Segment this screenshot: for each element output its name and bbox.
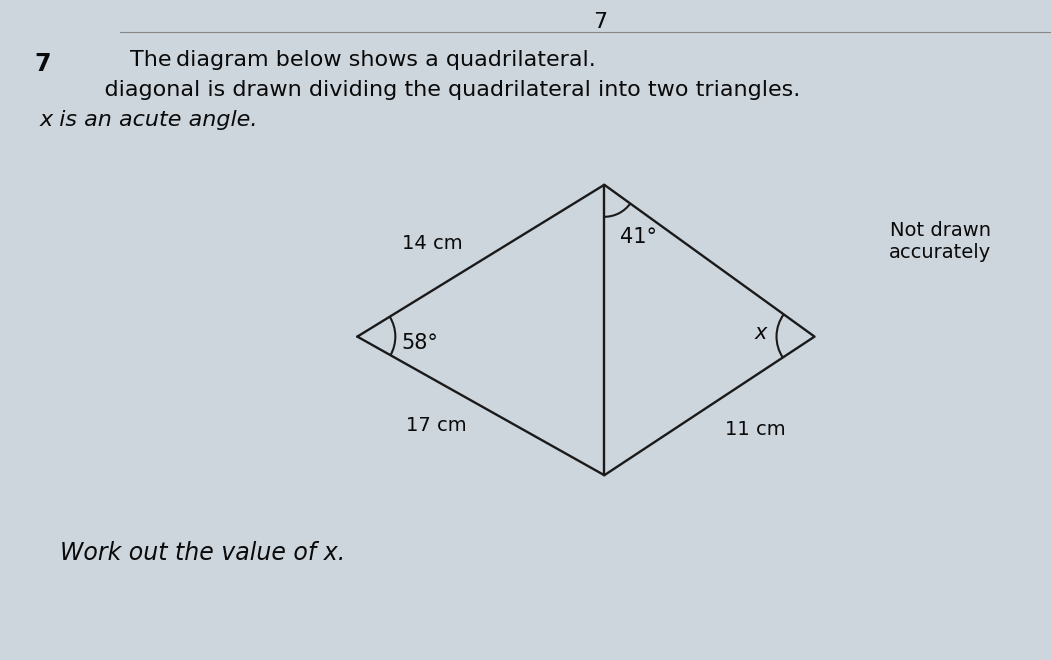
Text: x is an acute angle.: x is an acute angle. [40, 110, 259, 130]
Text: 7: 7 [593, 12, 607, 32]
Text: 41°: 41° [620, 227, 657, 247]
Text: diagonal is drawn dividing the quadrilateral into two triangles.: diagonal is drawn dividing the quadrilat… [100, 80, 800, 100]
Text: Not drawn: Not drawn [889, 220, 990, 240]
Text: x: x [755, 323, 767, 343]
Text: 58°: 58° [401, 333, 438, 352]
Text: Work out the value of x.: Work out the value of x. [60, 541, 345, 565]
Text: 7: 7 [34, 52, 50, 76]
Text: 11 cm: 11 cm [725, 420, 786, 439]
Text: The diagram below shows a quadrilateral.: The diagram below shows a quadrilateral. [130, 50, 596, 70]
Text: accurately: accurately [889, 242, 991, 261]
Text: 17 cm: 17 cm [406, 416, 467, 435]
Text: 14 cm: 14 cm [403, 234, 462, 253]
